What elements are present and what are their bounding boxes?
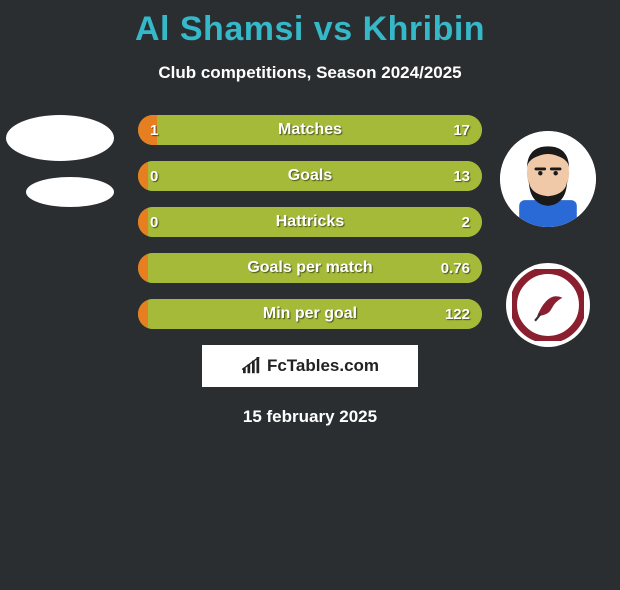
comparison-content: 117Matches013Goals02Hattricks0.76Goals p… [0,115,620,329]
date-label: 15 february 2025 [0,407,620,427]
stat-bar: 117Matches [138,115,482,145]
stat-bars: 117Matches013Goals02Hattricks0.76Goals p… [138,115,482,329]
watermark: FcTables.com [241,356,379,376]
bar-fill-right [148,299,482,329]
bar-fill-right [148,161,482,191]
bar-value-right: 0.76 [441,253,470,283]
bar-fill-left [138,253,148,283]
bar-value-right: 2 [462,207,470,237]
player1-name: Al Shamsi [135,10,304,48]
stat-bar: 122Min per goal [138,299,482,329]
subtitle: Club competitions, Season 2024/2025 [0,63,620,83]
player1-avatar [6,115,114,161]
bar-fill-left [138,299,148,329]
bar-value-right: 17 [453,115,470,145]
bar-fill-right [148,253,482,283]
bar-fill-left [138,207,148,237]
vs-label: vs [314,10,353,48]
bar-value-right: 13 [453,161,470,191]
bar-chart-icon [241,357,263,375]
watermark-box: FcTables.com [202,345,418,387]
bar-value-right: 122 [445,299,470,329]
bar-fill-right [157,115,482,145]
bar-fill-right [148,207,482,237]
watermark-label: FcTables.com [267,356,379,376]
player2-avatar [500,131,596,227]
player2-face-icon [500,131,596,227]
bar-value-left: 0 [150,207,158,237]
page-title: Al Shamsi vs Khribin [0,10,620,49]
player1-club-badge [26,177,114,207]
bar-fill-left [138,161,148,191]
club-badge-icon [512,269,584,341]
stat-bar: 02Hattricks [138,207,482,237]
stat-bar: 0.76Goals per match [138,253,482,283]
bar-value-left: 1 [150,115,158,145]
player2-club-badge [506,263,590,347]
bar-value-left: 0 [150,161,158,191]
player2-name: Khribin [363,10,485,48]
stat-bar: 013Goals [138,161,482,191]
